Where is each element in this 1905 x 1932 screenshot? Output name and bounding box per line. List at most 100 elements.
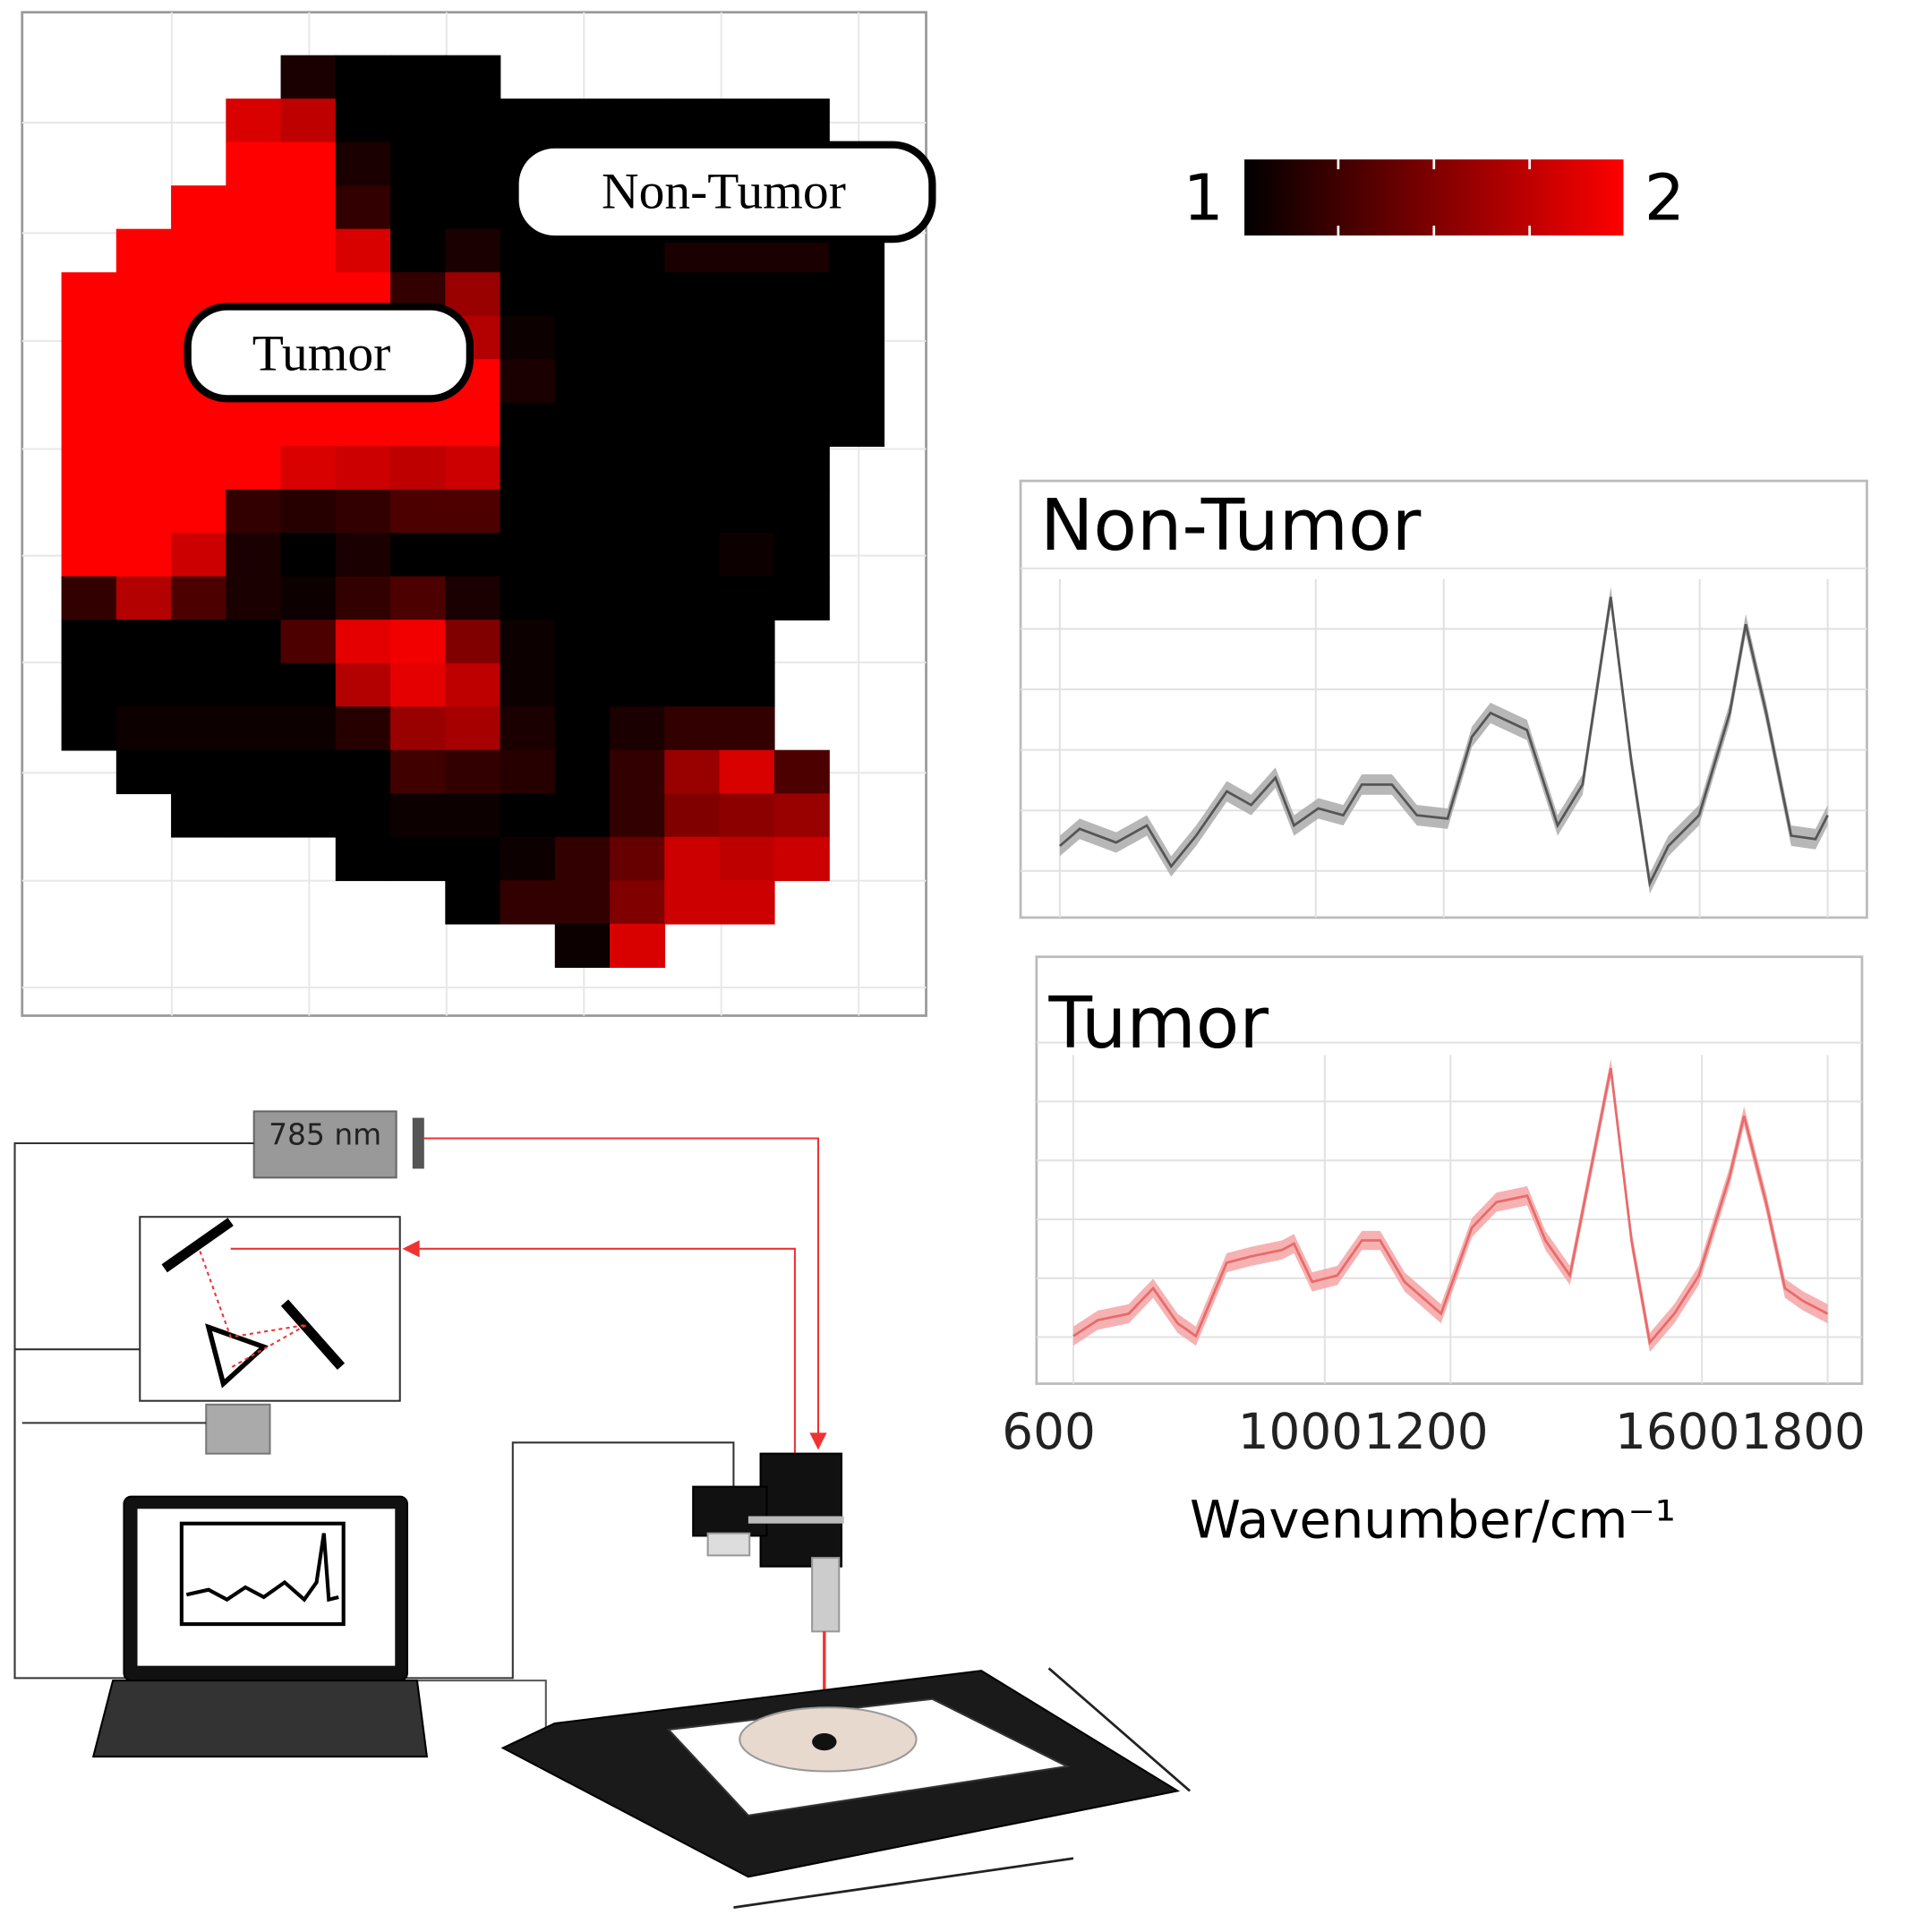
heat-cell <box>445 402 501 448</box>
heat-cell <box>335 663 391 708</box>
heat-cell <box>554 663 611 708</box>
detector <box>205 1403 271 1455</box>
heat-cell <box>719 749 775 795</box>
heat-cell <box>500 620 556 664</box>
heat-cell <box>115 446 172 491</box>
heat-cell <box>335 185 391 230</box>
heat-cell <box>500 272 556 317</box>
heat-cell <box>390 228 447 273</box>
heat-cell <box>390 446 447 491</box>
heat-cell <box>664 98 721 143</box>
heat-cell <box>280 141 337 186</box>
heat-cell <box>554 836 611 882</box>
heat-cell <box>280 793 337 838</box>
heat-cell <box>664 793 721 838</box>
heat-cell <box>171 446 227 491</box>
heat-cell <box>719 402 775 448</box>
heat-cell <box>335 836 391 882</box>
heat-cell <box>115 315 172 361</box>
collection-path <box>416 1247 796 1454</box>
heat-cell <box>500 880 556 925</box>
heat-cell <box>171 489 227 534</box>
heat-cell <box>773 793 830 838</box>
spectrum-line <box>1058 596 1829 888</box>
heat-cell <box>61 315 117 361</box>
heat-cell <box>445 793 501 838</box>
heat-cell <box>773 446 830 491</box>
heat-cell <box>829 315 885 361</box>
spectrum-title: Tumor <box>1048 981 1269 1064</box>
heat-cell <box>554 706 611 751</box>
colorbar-gradient <box>1243 159 1626 236</box>
heat-cell <box>115 706 172 751</box>
heat-cell <box>719 489 775 534</box>
light-path <box>199 1251 308 1369</box>
heat-cell <box>554 793 611 838</box>
heat-cell <box>554 576 611 621</box>
heat-cell <box>664 836 721 882</box>
heat-cell <box>390 489 447 534</box>
heat-cell <box>664 402 721 448</box>
heat-cell <box>61 706 117 751</box>
heat-cell <box>280 402 337 448</box>
heat-cell <box>226 228 282 273</box>
heat-cell <box>610 793 666 838</box>
heat-cell <box>61 533 117 577</box>
excitation-path <box>423 1137 819 1448</box>
heat-cell <box>554 446 611 491</box>
heat-cell <box>554 533 611 577</box>
heat-cell <box>226 489 282 534</box>
heat-cell <box>61 663 117 708</box>
heat-cell <box>445 489 501 534</box>
heat-cell <box>335 706 391 751</box>
heat-cell <box>610 749 666 795</box>
heat-cell <box>390 533 447 577</box>
annotation: Non-Tumor <box>602 163 846 219</box>
heat-cell <box>171 706 227 751</box>
heat-cell <box>610 576 666 621</box>
heat-cell <box>773 315 830 361</box>
heat-cell <box>664 489 721 534</box>
heat-cell <box>445 836 501 882</box>
heat-cell <box>390 185 447 230</box>
x-tick-label: 600 <box>1002 1403 1096 1460</box>
heat-cell <box>226 793 282 838</box>
heat-cell <box>610 98 666 143</box>
heat-cell <box>61 359 117 404</box>
probe-head <box>759 1452 843 1568</box>
heat-cell <box>500 576 556 621</box>
heat-cell <box>610 923 666 969</box>
heat-cell <box>280 185 337 230</box>
heat-cell <box>719 446 775 491</box>
heat-cell <box>610 272 666 317</box>
x-tick-label: 1000 <box>1238 1403 1363 1460</box>
spectrum-title: Non-Tumor <box>1040 483 1422 567</box>
heat-cell <box>226 620 282 664</box>
heat-cell <box>280 489 337 534</box>
heat-cell <box>664 576 721 621</box>
heat-cell <box>390 55 447 99</box>
heat-cell <box>773 402 830 448</box>
heat-cell <box>280 446 337 491</box>
x-tick-label: 1600 <box>1615 1403 1739 1460</box>
arrow <box>402 1240 420 1258</box>
heat-cell <box>226 141 282 186</box>
heat-cell <box>445 706 501 751</box>
heat-cell <box>390 98 447 143</box>
annotation: Tumor <box>252 325 391 381</box>
colorbar-tick-label: 1 <box>1183 161 1224 235</box>
heat-cell <box>829 272 885 317</box>
spectrometer <box>139 1216 401 1402</box>
heat-cell <box>445 185 501 230</box>
heat-cell <box>115 359 172 404</box>
spectra: Non-Tumor Tumor 600 1000 1200 1600 1800 Wavenum… <box>1002 479 1868 1550</box>
heat-cell <box>445 533 501 577</box>
heat-cell <box>115 228 172 273</box>
heat-cell <box>773 359 830 404</box>
heat-cell <box>773 576 830 621</box>
heat-cell <box>719 533 775 577</box>
heat-cell <box>115 533 172 577</box>
heat-cell <box>226 663 282 708</box>
